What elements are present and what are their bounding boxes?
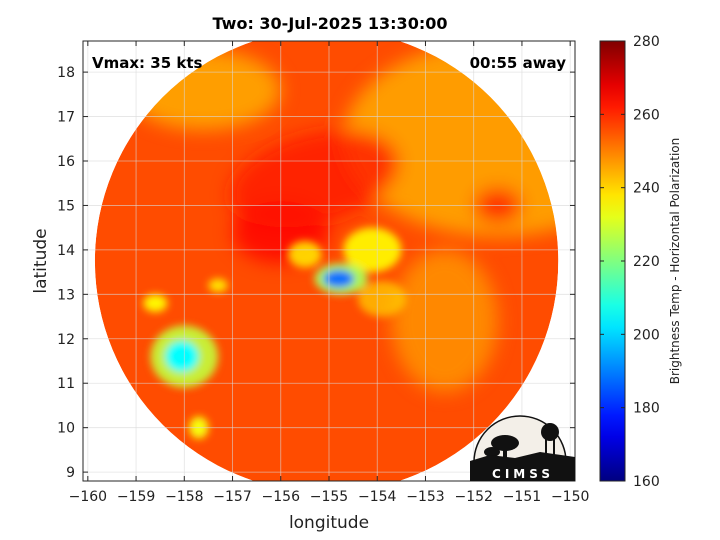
colorbar-tick-label: 200 — [633, 327, 660, 343]
x-tick-label: −154 — [358, 489, 397, 505]
x-tick-label: −156 — [262, 489, 301, 505]
brightness-cores — [143, 227, 407, 439]
x-tick-label: −150 — [551, 489, 589, 505]
cool-curve-blob — [357, 281, 407, 317]
y-tick-label: 13 — [57, 287, 75, 303]
x-tick-label: −159 — [117, 489, 155, 505]
y-tick-label: 11 — [57, 376, 75, 392]
y-tick-label: 17 — [57, 110, 75, 126]
y-axis-label: latitude — [31, 228, 51, 293]
y-tick-label: 15 — [57, 198, 75, 214]
cool-curve-blob — [288, 241, 322, 268]
cold-patch-blob — [165, 341, 199, 373]
colorbar-ticks: 160 180 200 220 240 260 280 — [600, 34, 660, 490]
x-tick-label: −153 — [406, 489, 444, 505]
y-tick-label: 14 — [57, 243, 75, 259]
colorbar-tick-label: 220 — [633, 254, 660, 270]
x-tick-label: −151 — [503, 489, 541, 505]
colorbar-tick-label: 160 — [633, 474, 660, 490]
x-tick-label: −152 — [454, 489, 492, 505]
y-tick-label: 18 — [57, 65, 75, 81]
cimss-logo: CIMSS — [470, 415, 575, 481]
cool-region-blob — [343, 41, 559, 237]
vmax-annotation: Vmax: 35 kts — [92, 54, 202, 72]
x-axis-label: longitude — [289, 513, 369, 533]
colorbar — [599, 40, 626, 482]
cimss-logo-text: CIMSS — [492, 467, 554, 481]
y-tick-label: 16 — [57, 154, 75, 170]
x-tick-label: −157 — [213, 489, 251, 505]
colorbar-tick-label: 260 — [633, 107, 660, 123]
x-tick-label: −155 — [310, 489, 348, 505]
colorbar-tick-label: 240 — [633, 181, 660, 197]
y-tick-label: 9 — [66, 465, 75, 481]
y-tick-label: 10 — [57, 421, 75, 437]
y-tick-label: 12 — [57, 332, 75, 348]
chart-title: Two: 30-Jul-2025 13:30:00 — [213, 14, 448, 33]
x-tick-label: −160 — [69, 489, 107, 505]
grid — [83, 41, 575, 481]
cold-core-blob — [323, 269, 355, 288]
colorbar-tick-label: 180 — [633, 401, 660, 417]
colorbar-tick-label: 280 — [633, 34, 660, 50]
x-tick-label: −158 — [165, 489, 203, 505]
time-away-annotation: 00:55 away — [470, 54, 567, 72]
colorbar-label: Brightness Temp - Horizontal Polarizatio… — [668, 138, 682, 385]
cool-region-blob — [391, 249, 498, 393]
y-ticks: 9 10 11 12 13 14 15 16 17 18 — [57, 65, 575, 481]
cold-patch-fleck — [143, 294, 168, 313]
cold-patch-fleck — [208, 278, 228, 293]
x-ticks: −160 −159 −158 −157 −156 −155 −154 −153 −152 −151… — [69, 41, 589, 505]
